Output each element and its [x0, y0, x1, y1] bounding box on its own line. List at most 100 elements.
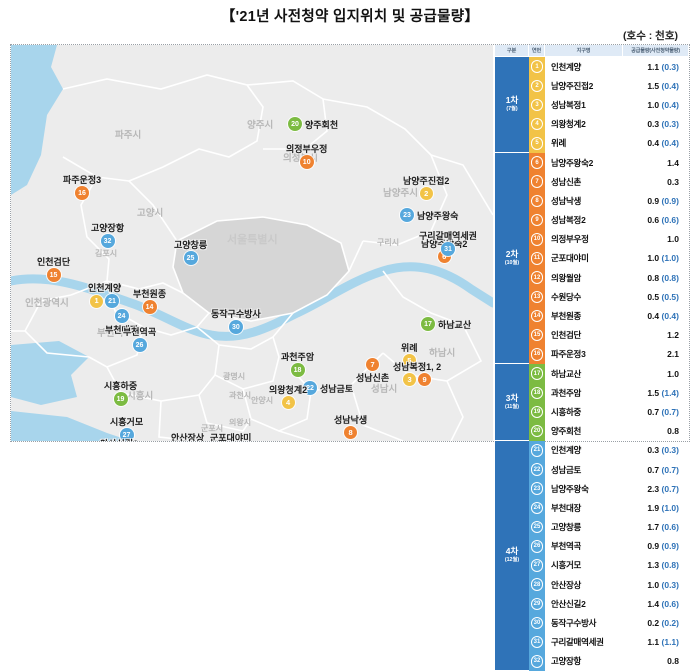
presale-value: (0.3) [659, 445, 679, 456]
map-site-marker[interactable]: 시흥하중 19 [104, 379, 137, 406]
table-row[interactable]: 19 시흥하중 0.7 (0.7) [529, 402, 689, 422]
table-row[interactable]: 31 구리갈매역세권 1.1 (1.1) [529, 632, 689, 652]
table-row[interactable]: 5 위례 0.4 (0.4) [529, 133, 689, 153]
map-site-marker[interactable]: 구리갈매역세권 31 [419, 229, 477, 256]
map-pin-icon[interactable]: 5 [402, 354, 416, 367]
map-pin-icon[interactable]: 10 [299, 155, 314, 169]
supply-value: 0.3 [667, 176, 679, 187]
map-pin-icon[interactable]: 21 [105, 294, 120, 308]
map-site-marker[interactable]: 인천검단 15 [37, 255, 70, 282]
map-site-marker[interactable]: 고양장항 32 [91, 221, 124, 248]
row-index-badge: 32 [529, 651, 545, 671]
map-pin-icon[interactable]: 19 [113, 392, 128, 406]
table-row[interactable]: 17 하남교산 1.0 [529, 364, 689, 384]
map-pin-icon[interactable]: 26 [132, 338, 147, 352]
map-pin-icon[interactable]: 27 [119, 428, 134, 441]
district-name: 위례 [551, 138, 567, 149]
table-group-rows: 17 하남교산 1.0 18 과천주암 1.5 (1.4) 19 시흥하중 0.7 (0.7) 2… [529, 364, 689, 441]
row-index-number: 6 [530, 156, 544, 169]
table-row[interactable]: 21 인천계양 0.3 (0.3) [529, 440, 689, 460]
map-pin-icon[interactable]: 31 [440, 242, 455, 256]
map-site-marker[interactable]: 17 하남교산 [421, 317, 471, 331]
map-site-label: 성남금토 [320, 383, 354, 394]
map-site-marker[interactable]: 성남낙생 8 [334, 413, 367, 439]
map-pin-icon[interactable]: 16 [75, 186, 90, 200]
map-pin-icon[interactable]: 20 [288, 117, 302, 131]
map-site-marker[interactable]: 군포대야미11 [210, 431, 251, 441]
map-pin-icon[interactable]: 3 [403, 373, 417, 386]
table-row[interactable]: 8 성남낙생 0.9 (0.9) [529, 191, 689, 211]
table-row[interactable]: 16 파주운정3 2.1 [529, 344, 689, 364]
table-row[interactable]: 12 의왕월암 0.8 (0.8) [529, 268, 689, 288]
table-row[interactable]: 9 성남복정2 0.6 (0.6) [529, 210, 689, 230]
table-row[interactable]: 22 성남금토 0.7 (0.7) [529, 459, 689, 480]
map-pin-icon[interactable]: 23 [400, 208, 414, 222]
table-row[interactable]: 30 동작구수방사 0.2 (0.2) [529, 613, 689, 633]
map-panel[interactable]: 파주시 양주시 의정부시 남양주시 고양시 김포시 서울특별시 구리시 하남시 … [11, 45, 493, 441]
table-row[interactable]: 15 인천검단 1.2 [529, 325, 689, 345]
map-site-marker[interactable]: 과천주암 18 [281, 350, 314, 377]
map-site-marker[interactable]: 23 남양주왕숙 [400, 208, 458, 222]
map-pin-icon[interactable]: 17 [421, 317, 435, 331]
map-pin-icon[interactable]: 18 [290, 363, 305, 377]
table-row[interactable]: 4 의왕청계2 0.3 (0.3) [529, 114, 689, 134]
presale-value: (0.4) [659, 138, 679, 149]
table-row[interactable]: 26 부천역곡 0.9 (0.9) [529, 536, 689, 556]
table-row[interactable]: 20 양주회천 0.8 [529, 421, 689, 441]
table-row[interactable]: 27 시흥거모 1.3 (0.8) [529, 555, 689, 576]
map-site-marker[interactable]: 22 성남금토 [303, 381, 353, 395]
map-pin-icon[interactable]: 7 [366, 358, 380, 371]
presale-value: (0.3) [659, 579, 679, 590]
map-pin-icon[interactable]: 25 [183, 251, 198, 265]
table-row[interactable]: 13 수원당수 0.5 (0.5) [529, 287, 689, 307]
supply-value: 0.9 (0.9) [647, 541, 679, 552]
map-pin-icon[interactable]: 2 [419, 187, 433, 200]
map-pin-icon[interactable]: 32 [100, 234, 115, 248]
table-row[interactable]: 11 군포대야미 1.0 (1.0) [529, 248, 689, 269]
map-site-marker[interactable]: 안산장상28 [171, 431, 204, 441]
map-pin-icon[interactable]: 30 [228, 320, 243, 334]
map-site-marker[interactable]: 의왕청계2 4 [269, 383, 307, 409]
table-row[interactable]: 6 남양주왕숙2 1.4 [529, 152, 689, 173]
table-row[interactable]: 24 부천대장 1.9 (1.0) [529, 498, 689, 518]
table-row[interactable]: 23 남양주왕숙 2.3 (0.7) [529, 479, 689, 499]
map-site-marker[interactable]: 24 부천대장 [105, 309, 138, 336]
map-site-marker[interactable]: 동작구수방사 30 [211, 307, 261, 334]
table-row[interactable]: 10 의정부우정 1.0 [529, 229, 689, 249]
map-pin-icon[interactable]: 22 [303, 381, 317, 395]
table-row[interactable]: 25 고양창릉 1.7 (0.6) [529, 517, 689, 537]
map-pin-icon[interactable]: 1 [90, 294, 104, 308]
map-site-marker[interactable]: 남양주진접2 2 [403, 174, 449, 200]
map-site-marker[interactable]: 인천계양 1 21 [88, 281, 121, 308]
table-row[interactable]: 3 성남복정1 1.0 (0.4) [529, 95, 689, 115]
map-site-marker[interactable]: 고양창릉 25 [174, 238, 207, 265]
table-group: 3차 (11월) 17 하남교산 1.0 18 과천주암 1.5 (1.4) 19 시흥하중 0.7… [495, 364, 689, 441]
map-pin-icon[interactable]: 14 [142, 300, 157, 314]
row-index-number: 1 [530, 60, 544, 73]
district-name: 성남신촌 [551, 176, 582, 187]
map-pin-icon[interactable]: 8 [344, 426, 358, 439]
map-site-marker[interactable]: 20 양주회천 [288, 117, 338, 131]
map-site-marker[interactable]: 부천원종 14 [133, 287, 166, 314]
map-site-marker[interactable]: 위례 5 [401, 341, 418, 367]
table-row[interactable]: 18 과천주암 1.5 (1.4) [529, 383, 689, 403]
table-row[interactable]: 28 안산장상 1.0 (0.3) [529, 575, 689, 595]
table-row[interactable]: 29 안산신길2 1.4 (0.6) [529, 594, 689, 614]
table-row[interactable]: 2 남양주진접2 1.5 (0.4) [529, 76, 689, 96]
map-site-marker[interactable]: 의정부우정 10 [286, 142, 327, 169]
map-site-marker[interactable]: 안산신길229 [100, 437, 138, 441]
map-site-marker[interactable]: 파주운정3 16 [63, 173, 101, 200]
table-row[interactable]: 1 인천계양 1.1 (0.3) [529, 57, 689, 77]
map-pin-icon[interactable]: 24 [114, 309, 129, 323]
map-pin-icon[interactable]: 9 [418, 373, 432, 386]
map-site-marker[interactable]: 시흥거모 27 [110, 415, 143, 441]
row-index-badge: 5 [529, 133, 545, 153]
table-row[interactable]: 7 성남신촌 0.3 [529, 172, 689, 192]
table-row[interactable]: 14 부천원종 0.4 (0.4) [529, 306, 689, 326]
map-pin-icon[interactable]: 15 [46, 268, 61, 282]
map-site-marker[interactable]: 7 성남신촌 [356, 358, 389, 384]
map-pin-icon[interactable]: 4 [281, 396, 295, 409]
map-site-marker[interactable]: 부천역곡 26 [123, 325, 156, 352]
table-row[interactable]: 32 고양장항 0.8 [529, 651, 689, 671]
